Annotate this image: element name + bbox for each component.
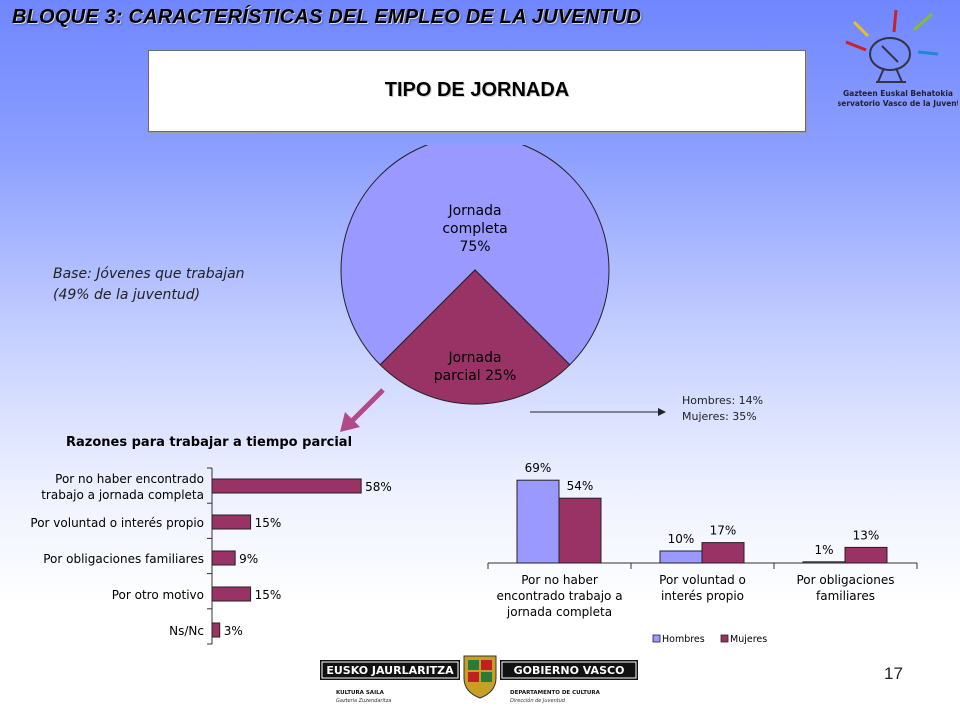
gender-bar-hombres [516, 479, 560, 564]
observatorio-logo: Gazteen Euskal Behatokia Observatorio Va… [838, 9, 958, 108]
reasons-bar [211, 514, 252, 530]
gender-note-women: Mujeres: 35% [682, 410, 757, 423]
footer-right-banner: GOBIERNO VASCO [514, 664, 625, 677]
satellite-dish-icon [845, 9, 939, 83]
pie-label-part-time: Jornada [447, 350, 501, 366]
gender-value-label: 54% [567, 479, 594, 493]
reasons-bar-chart: Razones para trabajar a tiempo parcial P… [30, 435, 392, 645]
gender-bar-hombres [802, 561, 846, 564]
gender-value-label: 69% [525, 461, 552, 475]
base-note-line2: (49% de la juventud) [53, 287, 201, 303]
gobierno-vasco-footer: EUSKO JAURLARITZA GOBIERNO VASCO KULTURA… [320, 655, 638, 704]
part-time-arrow [340, 388, 385, 432]
reasons-value-label: 3% [224, 624, 243, 638]
gender-category-label: encontrado trabajo a [496, 589, 622, 603]
legend-label-hombres: Hombres [662, 634, 705, 645]
pie-chart: Jornada completa 75% Jornada parcial 25% [340, 145, 610, 405]
gender-bar-mujeres [701, 542, 745, 564]
pie-slice-full-time [340, 145, 610, 366]
legend-swatch-hombres [652, 634, 661, 643]
gender-category-label: Por no haber [521, 573, 598, 587]
gender-bar-mujeres [558, 497, 602, 564]
coat-of-arms-icon [463, 655, 497, 699]
pie-label-part-time: parcial 25% [434, 368, 517, 384]
pie-label-full-time: Jornada [447, 203, 501, 219]
reasons-category-label: Por obligaciones familiares [43, 552, 204, 566]
footer-right-sub: Dirección de Juventud [510, 697, 566, 704]
reasons-value-label: 15% [255, 516, 282, 530]
slide-title: BLOQUE 3: CARACTERÍSTICAS DEL EMPLEO DE … [12, 6, 642, 28]
base-note-line1: Base: Jóvenes que trabajan [53, 266, 245, 282]
topic-title-box: TIPO DE JORNADA [148, 50, 806, 132]
logo-line2: Observatorio Vasco de la Juventud [838, 99, 958, 108]
pie-label-full-time: completa [442, 221, 507, 237]
footer-left-dept: KULTURA SAILA [336, 690, 385, 696]
reasons-category-label: Por voluntad o interés propio [30, 516, 204, 530]
gender-note-men: Hombres: 14% [682, 394, 764, 407]
gender-bar-mujeres [844, 546, 888, 564]
gender-category-label: familiares [816, 589, 875, 603]
legend-swatch-mujeres [720, 634, 729, 643]
reasons-value-label: 15% [255, 588, 282, 602]
gender-category-label: interés propio [661, 589, 744, 603]
gender-category-label: Por voluntad o [659, 573, 746, 587]
pie-label-full-time: 75% [459, 239, 490, 255]
reasons-category-label: Por no haber encontrado [55, 472, 204, 486]
pie-slice-part-time [379, 269, 571, 405]
page-number: 17 [884, 664, 903, 683]
gender-note: Hombres: 14% Mujeres: 35% [682, 393, 763, 425]
footer-left-banner: EUSKO JAURLARITZA [326, 664, 454, 677]
logo-line1: Gazteen Euskal Behatokia [843, 89, 953, 98]
footer-right-dept: DEPARTAMENTO DE CULTURA [510, 690, 601, 696]
reasons-bar [211, 550, 236, 566]
reasons-category-label: Por otro motivo [112, 588, 204, 602]
reasons-chart-title: Razones para trabajar a tiempo parcial [66, 435, 352, 450]
base-note: Base: Jóvenes que trabajan (49% de la ju… [53, 264, 245, 306]
gender-value-label: 17% [710, 524, 737, 538]
reasons-category-label: Ns/Nc [169, 624, 204, 638]
reasons-bar [211, 478, 362, 494]
reasons-value-label: 9% [239, 552, 258, 566]
gender-category-label: Por obligaciones [796, 573, 894, 587]
gender-bar-chart: 69% 54% 10% 17% 1% 13% Por no haber encontrado… [487, 461, 918, 645]
gender-value-label: 1% [814, 543, 833, 557]
gender-bar-hombres [659, 550, 703, 564]
gender-value-label: 10% [668, 532, 695, 546]
gender-value-label: 13% [853, 528, 880, 542]
gender-category-label: jornada completa [506, 605, 612, 619]
reasons-category-label: trabajo a jornada completa [41, 488, 204, 502]
footer-left-sub: Gazteria Zuzendaritza [336, 698, 392, 704]
topic-title: TIPO DE JORNADA [384, 79, 570, 101]
legend-label-mujeres: Mujeres [730, 634, 767, 645]
reasons-value-label: 58% [365, 480, 392, 494]
reasons-bar [211, 622, 221, 638]
reasons-bar [211, 586, 252, 602]
